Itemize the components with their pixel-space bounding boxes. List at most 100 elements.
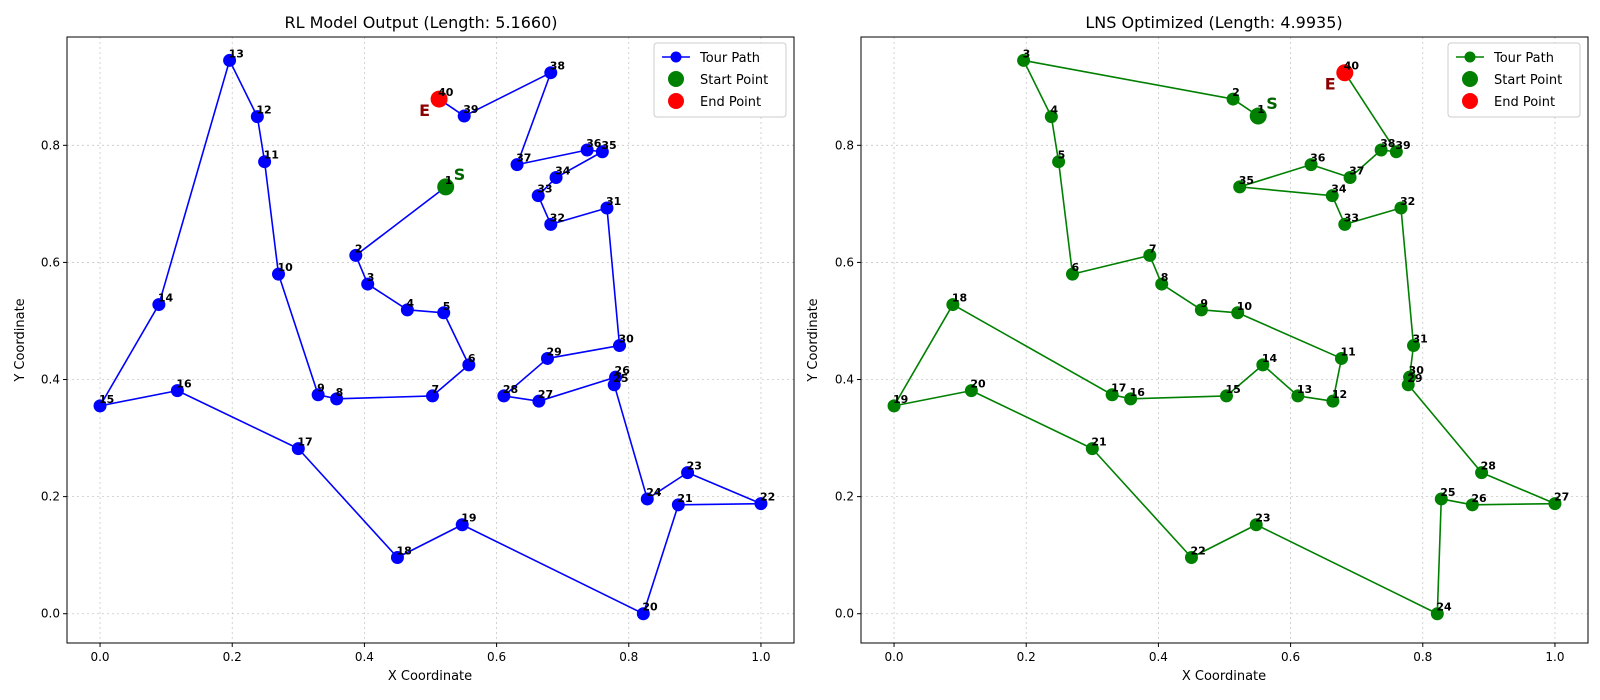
y-tick-label: 0.8 [41, 138, 60, 152]
node-label: 4 [1050, 104, 1058, 117]
tour-path [99, 60, 762, 615]
node-label: 15 [99, 393, 114, 406]
node-label: 40 [438, 86, 454, 99]
x-tick-label: 1.0 [1545, 650, 1564, 664]
node-label: 6 [468, 352, 476, 365]
tour-point [681, 466, 695, 480]
tour-point [1044, 110, 1058, 124]
tour-point [1231, 306, 1245, 320]
tour-point [1338, 217, 1352, 231]
tour-segment [547, 344, 620, 360]
tour-segment [463, 72, 552, 117]
legend-end-point-label: End Point [1494, 95, 1555, 110]
node-label: 18 [952, 292, 967, 305]
tour-point [311, 388, 325, 402]
node-label: 24 [1436, 601, 1452, 614]
tour-point [1465, 498, 1479, 512]
tour-point [1394, 201, 1408, 215]
tour-point [1343, 171, 1357, 185]
tour-point [1304, 158, 1318, 172]
tour-path [893, 59, 1556, 615]
node-label: 21 [677, 492, 692, 505]
node-label: 30 [619, 333, 635, 346]
tour-point [613, 339, 627, 353]
node-label: 6 [1071, 261, 1079, 274]
tour-point [609, 370, 623, 384]
node-label: 30 [1409, 364, 1425, 377]
node-label: 25 [1440, 486, 1455, 499]
node-label: 31 [606, 195, 621, 208]
tour-segment [256, 116, 266, 162]
node-label: 14 [158, 292, 174, 305]
node-label: 12 [256, 104, 271, 117]
node-label: 36 [586, 137, 602, 150]
tour-point [1475, 466, 1489, 480]
node-label: 28 [503, 383, 518, 396]
tour-point [1430, 607, 1444, 621]
tour-point [544, 217, 558, 231]
tour-point [1256, 358, 1270, 372]
tour-segment [1191, 524, 1257, 559]
tour-point [497, 389, 511, 403]
end-marker-text: E [1325, 75, 1336, 94]
grid [861, 37, 1588, 643]
tour-point [425, 389, 439, 403]
tour-segment [1436, 498, 1443, 614]
lns-optimized-chart: LNS Optimized (Length: 4.9935) 123456789… [806, 13, 1589, 684]
node-label: 15 [1225, 383, 1240, 396]
y-tick-label: 0.8 [835, 138, 854, 152]
y-tick-label: 0.2 [41, 490, 60, 504]
tour-segment [397, 524, 463, 559]
tour-segment [1057, 161, 1074, 275]
node-label: 1 [445, 174, 453, 187]
tour-segment [893, 389, 972, 407]
x-axis-label: X Coordinate [388, 669, 472, 684]
tour-segment [1237, 312, 1342, 360]
node-label: 7 [431, 383, 439, 396]
node-label: 8 [336, 386, 344, 399]
tour-point [1105, 388, 1119, 402]
tour-segment [503, 357, 549, 397]
tour-point [223, 53, 237, 67]
node-label: 33 [1344, 211, 1359, 224]
tour-segment [1262, 364, 1299, 397]
tour-point [1548, 497, 1562, 511]
node-label: 22 [1190, 545, 1205, 558]
legend-start-point-marker [1462, 71, 1478, 87]
tour-segment [277, 273, 319, 395]
tour-point [1085, 442, 1099, 456]
tour-segment [1130, 395, 1227, 400]
node-label: 33 [537, 183, 552, 196]
tour-point [1184, 551, 1198, 565]
tour-point [1325, 189, 1339, 203]
tour-segment [538, 376, 616, 402]
tour-point [887, 399, 901, 413]
tour-segment [516, 72, 552, 165]
tour-point [510, 158, 524, 172]
node-label: 38 [550, 60, 565, 73]
end-point [1336, 64, 1354, 82]
chart-title: LNS Optimized (Length: 4.9935) [1085, 13, 1342, 32]
node-label: 5 [1058, 149, 1066, 162]
y-tick-label: 0.0 [41, 607, 60, 621]
node-label: 4 [406, 297, 414, 310]
tour-point [1233, 180, 1247, 194]
tour-segment [442, 312, 470, 366]
node-label: 26 [1471, 492, 1487, 505]
tour-segment [158, 60, 231, 305]
x-tick-label: 0.8 [1413, 650, 1432, 664]
node-label: 5 [443, 300, 451, 313]
node-label: 37 [1349, 165, 1364, 178]
node-label: 9 [1200, 297, 1208, 310]
tour-point [1374, 143, 1388, 157]
start-point [1249, 107, 1267, 125]
tour-point [1017, 53, 1031, 67]
tour-point [636, 607, 650, 621]
legend-start-point-label: Start Point [700, 73, 768, 88]
tour-segment [1332, 358, 1343, 402]
tour-point [349, 248, 363, 262]
tour-point [946, 298, 960, 312]
tour-segment [1344, 72, 1398, 153]
